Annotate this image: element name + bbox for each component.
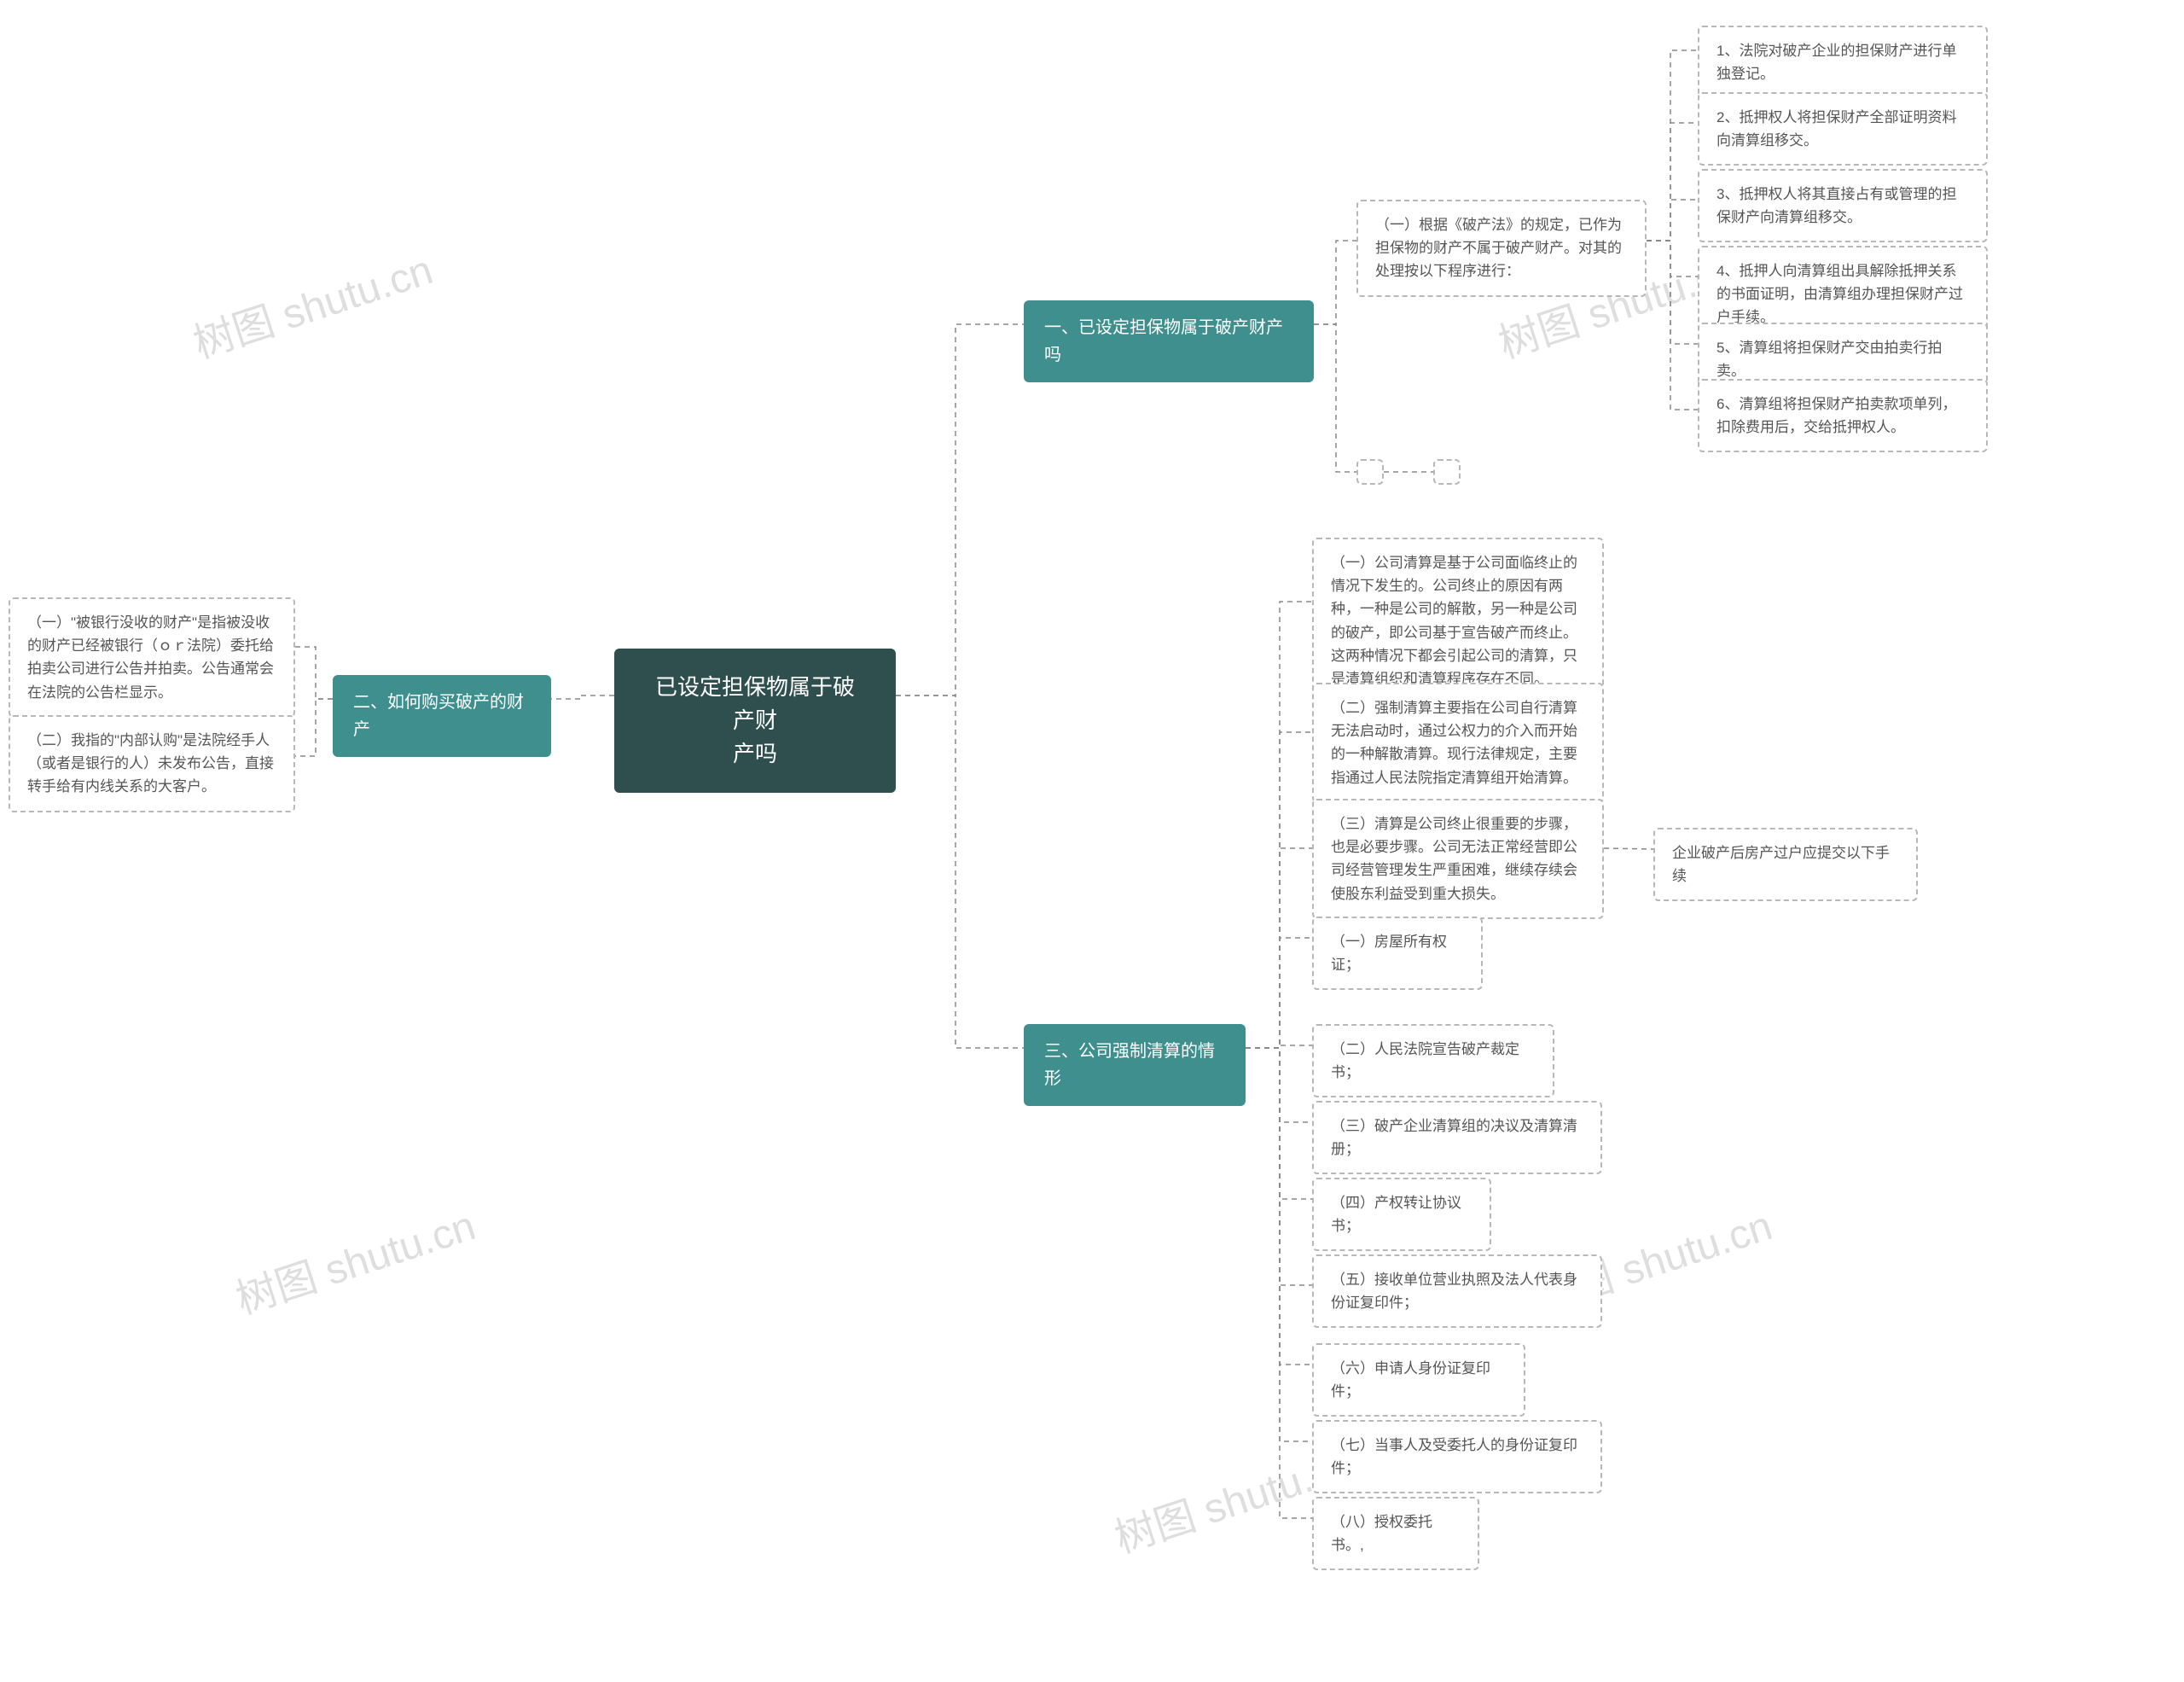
empty-node[interactable]: [1433, 459, 1461, 485]
leaf-node[interactable]: （七）当事人及受委托人的身份证复印件；: [1312, 1420, 1602, 1493]
leaf-text: （七）当事人及受委托人的身份证复印件；: [1331, 1437, 1577, 1476]
leaf-node[interactable]: （四）产权转让协议书；: [1312, 1178, 1491, 1251]
leaf-node[interactable]: （一）房屋所有权证；: [1312, 917, 1483, 990]
leaf-text: 1、法院对破产企业的担保财产进行单独登记。: [1716, 43, 1956, 82]
leaf-text: （六）申请人身份证复印件；: [1331, 1360, 1490, 1400]
leaf-node[interactable]: （五）接收单位营业执照及法人代表身份证复印件；: [1312, 1254, 1602, 1328]
leaf-node[interactable]: （一）"被银行没收的财产"是指被没收的财产已经被银行（ｏｒ法院）委托给拍卖公司进…: [9, 597, 295, 718]
leaf-text: （一）根据《破产法》的规定，已作为担保物的财产不属于破产财产。对其的处理按以下程…: [1375, 217, 1622, 279]
leaf-node[interactable]: （三）清算是公司终止很重要的步骤，也是必要步骤。公司无法正常经营即公司经营管理发…: [1312, 799, 1604, 919]
empty-node[interactable]: [1356, 459, 1384, 485]
leaf-text: （三）清算是公司终止很重要的步骤，也是必要步骤。公司无法正常经营即公司经营管理发…: [1331, 816, 1577, 902]
watermark: 树图 shutu.cn: [184, 236, 439, 370]
root-text: 已设定担保物属于破产财产吗: [655, 674, 855, 766]
leaf-text: （四）产权转让协议书；: [1331, 1195, 1461, 1234]
leaf-node[interactable]: （二）我指的"内部认购"是法院经手人（或者是银行的人）未发布公告，直接转手给有内…: [9, 715, 295, 812]
leaf-node[interactable]: （一）公司清算是基于公司面临终止的情况下发生的。公司终止的原因有两种，一种是公司…: [1312, 538, 1604, 704]
leaf-node[interactable]: 2、抵押权人将担保财产全部证明资料向清算组移交。: [1698, 92, 1988, 166]
leaf-text: （一）房屋所有权证；: [1331, 934, 1447, 973]
leaf-text: 3、抵押权人将其直接占有或管理的担保财产向清算组移交。: [1716, 186, 1956, 225]
leaf-node[interactable]: 3、抵押权人将其直接占有或管理的担保财产向清算组移交。: [1698, 169, 1988, 242]
section-node-3[interactable]: 三、公司强制清算的情形: [1024, 1024, 1246, 1106]
leaf-text: 5、清算组将担保财产交由拍卖行拍卖。: [1716, 340, 1942, 379]
leaf-node[interactable]: （六）申请人身份证复印件；: [1312, 1343, 1525, 1417]
leaf-node[interactable]: 6、清算组将担保财产拍卖款项单列，扣除费用后，交给抵押权人。: [1698, 379, 1988, 452]
leaf-text: （八）授权委托书。,: [1331, 1514, 1432, 1553]
section-1-label: 一、已设定担保物属于破产财产吗: [1044, 318, 1283, 364]
leaf-node[interactable]: （八）授权委托书。,: [1312, 1497, 1479, 1570]
section-2-label: 二、如何购买破产的财产: [353, 693, 524, 739]
section-node-2[interactable]: 二、如何购买破产的财产: [333, 675, 551, 757]
section-node-1[interactable]: 一、已设定担保物属于破产财产吗: [1024, 300, 1314, 382]
leaf-text: （二）强制清算主要指在公司自行清算无法启动时，通过公权力的介入而开始的一种解散清…: [1331, 700, 1577, 786]
leaf-text: （二）人民法院宣告破产裁定书；: [1331, 1041, 1519, 1080]
leaf-node[interactable]: （二）强制清算主要指在公司自行清算无法启动时，通过公权力的介入而开始的一种解散清…: [1312, 683, 1604, 803]
section-3-label: 三、公司强制清算的情形: [1044, 1042, 1215, 1088]
leaf-text: （五）接收单位营业执照及法人代表身份证复印件；: [1331, 1272, 1577, 1311]
leaf-node[interactable]: （二）人民法院宣告破产裁定书；: [1312, 1024, 1554, 1097]
root-node[interactable]: 已设定担保物属于破产财产吗: [614, 649, 896, 793]
leaf-text: （二）我指的"内部认购"是法院经手人（或者是银行的人）未发布公告，直接转手给有内…: [27, 732, 274, 794]
leaf-text: （一）"被银行没收的财产"是指被没收的财产已经被银行（ｏｒ法院）委托给拍卖公司进…: [27, 614, 274, 701]
leaf-node[interactable]: 1、法院对破产企业的担保财产进行单独登记。: [1698, 26, 1988, 99]
leaf-text: 6、清算组将担保财产拍卖款项单列，扣除费用后，交给抵押权人。: [1716, 396, 1956, 435]
leaf-text: 2、抵押权人将担保财产全部证明资料向清算组移交。: [1716, 109, 1956, 148]
leaf-text: 企业破产后房产过户应提交以下手续: [1672, 845, 1890, 884]
leaf-node[interactable]: （三）破产企业清算组的决议及清算清册；: [1312, 1101, 1602, 1174]
leaf-node[interactable]: 企业破产后房产过户应提交以下手续: [1653, 828, 1918, 901]
leaf-text: （三）破产企业清算组的决议及清算清册；: [1331, 1118, 1577, 1157]
leaf-text: （一）公司清算是基于公司面临终止的情况下发生的。公司终止的原因有两种，一种是公司…: [1331, 555, 1577, 687]
watermark: 树图 shutu.cn: [227, 1192, 481, 1325]
leaf-node[interactable]: （一）根据《破产法》的规定，已作为担保物的财产不属于破产财产。对其的处理按以下程…: [1356, 200, 1647, 297]
leaf-text: 4、抵押人向清算组出具解除抵押关系的书面证明，由清算组办理担保财产过户手续。: [1716, 263, 1963, 325]
